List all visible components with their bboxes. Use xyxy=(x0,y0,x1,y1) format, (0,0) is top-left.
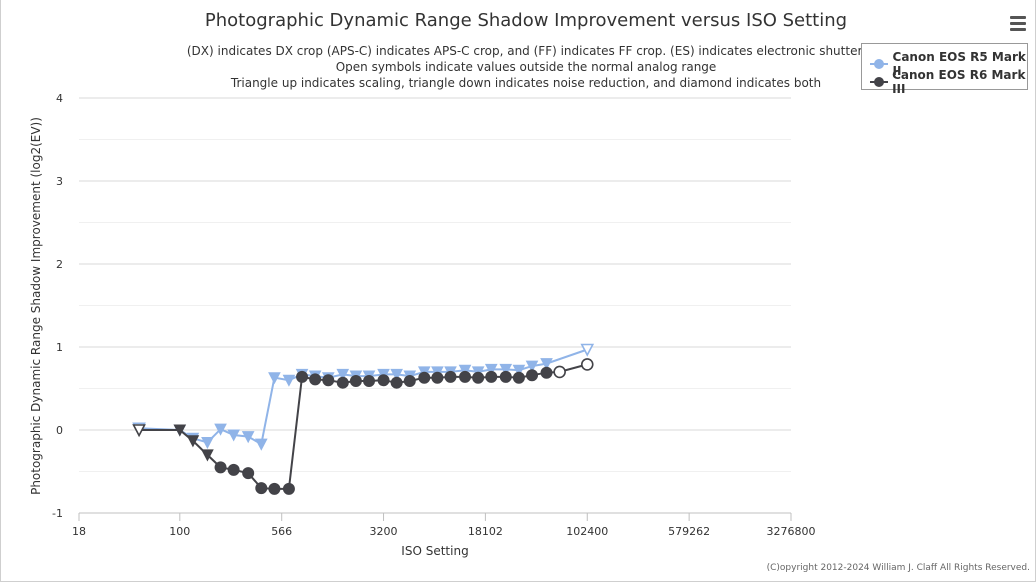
hamburger-menu-icon[interactable] xyxy=(1010,16,1026,34)
chart-title: Photographic Dynamic Range Shadow Improv… xyxy=(204,10,848,31)
legend-item-r6-mark-iii[interactable]: Canon EOS R6 Mark III xyxy=(870,68,1027,96)
copyright-text: (C)opyright 2012-2024 William J. Claff A… xyxy=(766,563,1030,573)
legend-item-r5-mark-ii[interactable]: Canon EOS R5 Mark II xyxy=(870,50,1027,78)
legend-symbol-r5-mark-ii xyxy=(870,58,888,70)
chart-subtitle-line-3: Triangle up indicates scaling, triangle … xyxy=(230,76,822,90)
chart-subtitle-line-2: Open symbols indicate values outside the… xyxy=(335,60,717,74)
legend-label-r6-mark-iii: Canon EOS R6 Mark III xyxy=(892,68,1026,96)
legend-label-r5-mark-ii: Canon EOS R5 Mark II xyxy=(892,50,1026,78)
chart-subtitle-line-1: (DX) indicates DX crop (APS-C) indicates… xyxy=(186,44,866,58)
legend-symbol-r6-mark-iii xyxy=(870,76,888,88)
chart-legend: Canon EOS R5 Mark II Canon EOS R6 Mark I… xyxy=(861,43,1028,96)
